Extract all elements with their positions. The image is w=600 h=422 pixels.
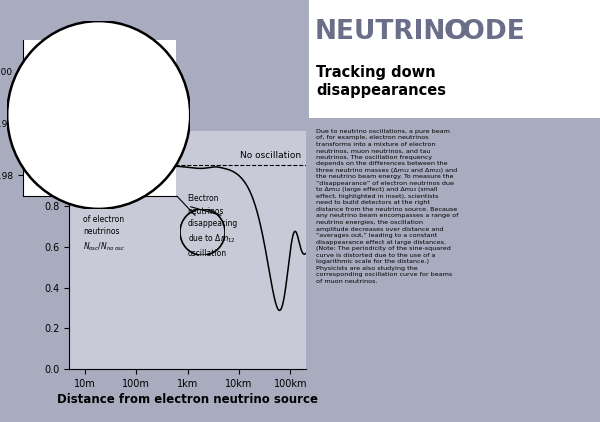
Text: No oscillation: No oscillation: [239, 151, 301, 160]
Text: No oscillation: No oscillation: [72, 51, 128, 60]
Text: Electron
neutrinos
disappearing
due to $\Delta m_{12}$
oscillation: Electron neutrinos disappearing due to $…: [187, 195, 238, 258]
Text: Oscillation
due to $\Delta m_{23}$: Oscillation due to $\Delta m_{23}$: [68, 141, 116, 164]
X-axis label: Distance from electron neutrino source: Distance from electron neutrino source: [57, 393, 318, 406]
Bar: [309, 0, 600, 118]
Text: Tracking down
disappearances: Tracking down disappearances: [316, 65, 446, 98]
Text: Due to neutrino oscillations, a pure beam
of, for example, electron neutrinos
tr: Due to neutrino oscillations, a pure bea…: [316, 129, 459, 284]
Text: CODE: CODE: [444, 19, 526, 45]
Ellipse shape: [7, 21, 190, 209]
Text: Relative
number
of electron
neutrinos
$N_{osc}/N_{no\ osc}$: Relative number of electron neutrinos $N…: [83, 189, 126, 253]
Text: NEUTRINO: NEUTRINO: [315, 19, 469, 45]
